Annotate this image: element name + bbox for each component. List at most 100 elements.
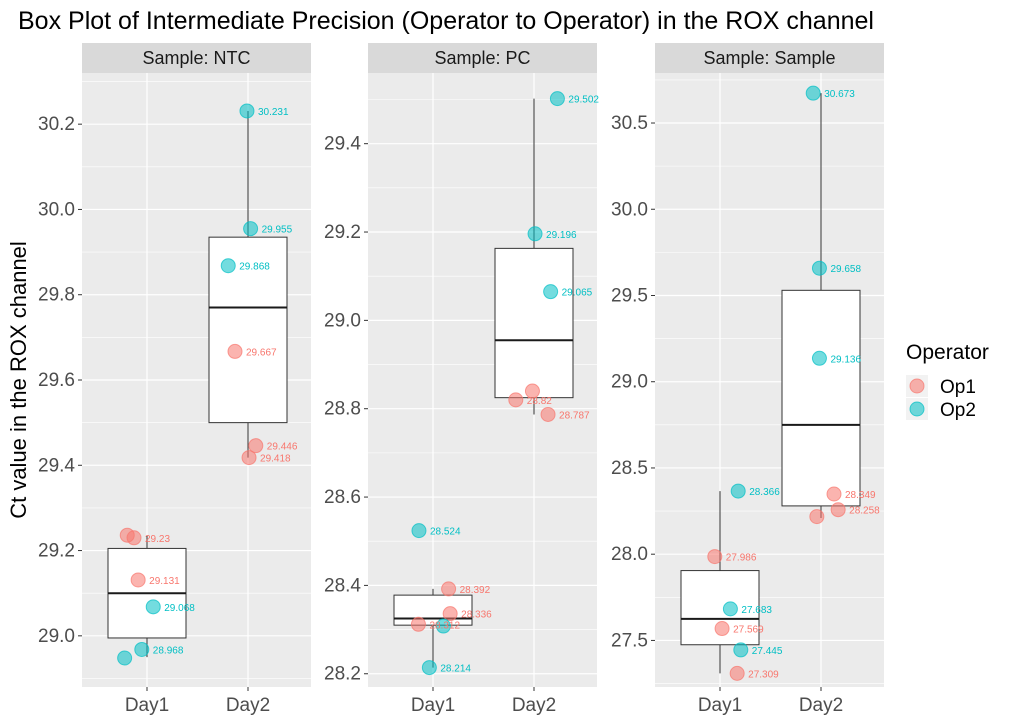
- data-label: 29.418: [260, 454, 291, 465]
- data-point-op1: [126, 530, 142, 546]
- data-point-op2: [722, 601, 738, 617]
- x-tick-label: Day2: [226, 695, 270, 716]
- facet-strip-label: Sample: NTC: [142, 48, 250, 68]
- box-iqr: [494, 247, 574, 399]
- data-label: 29.502: [568, 95, 599, 106]
- data-label: 29.136: [830, 354, 861, 365]
- box-iqr: [781, 289, 861, 507]
- box-plot-box: [208, 110, 288, 458]
- data-point-op1: [248, 438, 264, 454]
- y-tick-label: 30.0: [611, 199, 648, 220]
- y-tick-label: 29.0: [38, 626, 75, 647]
- legend-item: Op1: [906, 375, 976, 398]
- facet-panel: 27.5 28.0 28.5 29.0 29.5 30.0 30.5 Day1 Day2 Samp…: [611, 43, 884, 716]
- data-point-op1: [227, 343, 243, 359]
- data-label: 28.336: [461, 610, 492, 621]
- x-tick-label: Day1: [125, 695, 169, 716]
- y-tick-label: 28.5: [611, 458, 648, 479]
- data-point-op1: [540, 406, 556, 422]
- data-point-op2: [527, 226, 543, 242]
- data-point-op1: [241, 450, 257, 466]
- y-tick-label: 29.2: [324, 222, 361, 243]
- data-point-op2: [549, 91, 565, 107]
- y-tick-label: 30.0: [38, 199, 75, 220]
- data-label: 27.683: [741, 605, 772, 616]
- data-point-op2: [811, 350, 827, 366]
- data-point-op1: [442, 606, 458, 622]
- legend-key-op2: [909, 401, 925, 417]
- box-iqr: [208, 236, 288, 424]
- x-tick-label: Day2: [512, 695, 556, 716]
- data-label: 28.258: [849, 506, 880, 517]
- data-point-op1: [809, 509, 825, 525]
- data-label: 29.196: [546, 230, 577, 241]
- legend-key-op1: [909, 378, 925, 394]
- legend-label: Op2: [940, 400, 976, 421]
- y-tick-label: 28.4: [324, 575, 361, 596]
- data-label: 28.524: [430, 527, 461, 538]
- data-label: 29.955: [262, 225, 293, 236]
- facet-strip-label: Sample: PC: [434, 48, 530, 68]
- facet-strip: [368, 43, 597, 73]
- legend-label: Op1: [940, 377, 976, 398]
- data-label: 27.445: [752, 646, 783, 657]
- data-label: 28.82: [527, 396, 552, 407]
- facet-strip-label: Sample: Sample: [703, 48, 835, 68]
- data-label: 30.231: [258, 107, 289, 118]
- data-point-op2: [239, 103, 255, 119]
- data-point-op1: [830, 502, 846, 518]
- data-point-op1: [714, 621, 730, 637]
- y-tick-label: 30.5: [611, 113, 648, 134]
- x-tick-label: Day1: [698, 695, 742, 716]
- data-point-op1: [508, 392, 524, 408]
- data-label: 28.312: [429, 620, 460, 631]
- data-point-op1: [826, 486, 842, 502]
- data-label: 27.569: [733, 625, 764, 636]
- data-point-op2: [733, 642, 749, 658]
- data-point-op2: [134, 641, 150, 657]
- data-label: 29.658: [830, 264, 861, 275]
- data-label: 29.23: [145, 534, 170, 545]
- y-axis-label: Ct value in the ROX channel: [6, 241, 31, 519]
- y-tick-label: 29.6: [38, 370, 75, 391]
- data-point-op2: [117, 650, 133, 666]
- y-tick-label: 29.0: [611, 372, 648, 393]
- x-tick-label: Day1: [411, 695, 455, 716]
- data-label: 29.446: [267, 442, 298, 453]
- data-point-op1: [441, 581, 457, 597]
- data-label: 27.986: [726, 553, 757, 564]
- facet-panel: 28.2 28.4 28.6 28.8 29.0 29.2 29.4 Day1 Day2 Samp…: [324, 43, 599, 716]
- data-point-op1: [707, 549, 723, 565]
- data-point-op2: [805, 85, 821, 101]
- data-point-op1: [410, 616, 426, 632]
- data-label: 28.787: [559, 410, 590, 421]
- y-tick-label: 29.4: [324, 134, 361, 155]
- y-tick-label: 29.5: [611, 285, 648, 306]
- box-iqr: [393, 594, 473, 626]
- box-plot-box: [494, 98, 574, 415]
- data-point-op2: [421, 660, 437, 676]
- data-label: 28.214: [440, 664, 471, 675]
- data-label: 29.131: [149, 576, 180, 587]
- data-point-op2: [411, 523, 427, 539]
- box-plot-box: [107, 535, 187, 658]
- data-label: 29.065: [562, 288, 593, 299]
- data-point-op2: [543, 284, 559, 300]
- y-tick-label: 29.0: [324, 310, 361, 331]
- y-tick-label: 28.0: [611, 544, 648, 565]
- y-tick-label: 28.8: [324, 399, 361, 420]
- data-label: 28.366: [749, 487, 780, 498]
- data-label: 29.667: [246, 347, 277, 358]
- y-tick-label: 29.8: [38, 285, 75, 306]
- data-label: 29.868: [239, 262, 270, 273]
- box-plot-box: [781, 93, 861, 518]
- data-label: 28.349: [845, 490, 876, 501]
- facet-strip: [655, 43, 884, 73]
- data-point-op2: [145, 599, 161, 615]
- y-tick-label: 30.2: [38, 114, 75, 135]
- y-tick-label: 28.6: [324, 487, 361, 508]
- y-tick-label: 27.5: [611, 630, 648, 651]
